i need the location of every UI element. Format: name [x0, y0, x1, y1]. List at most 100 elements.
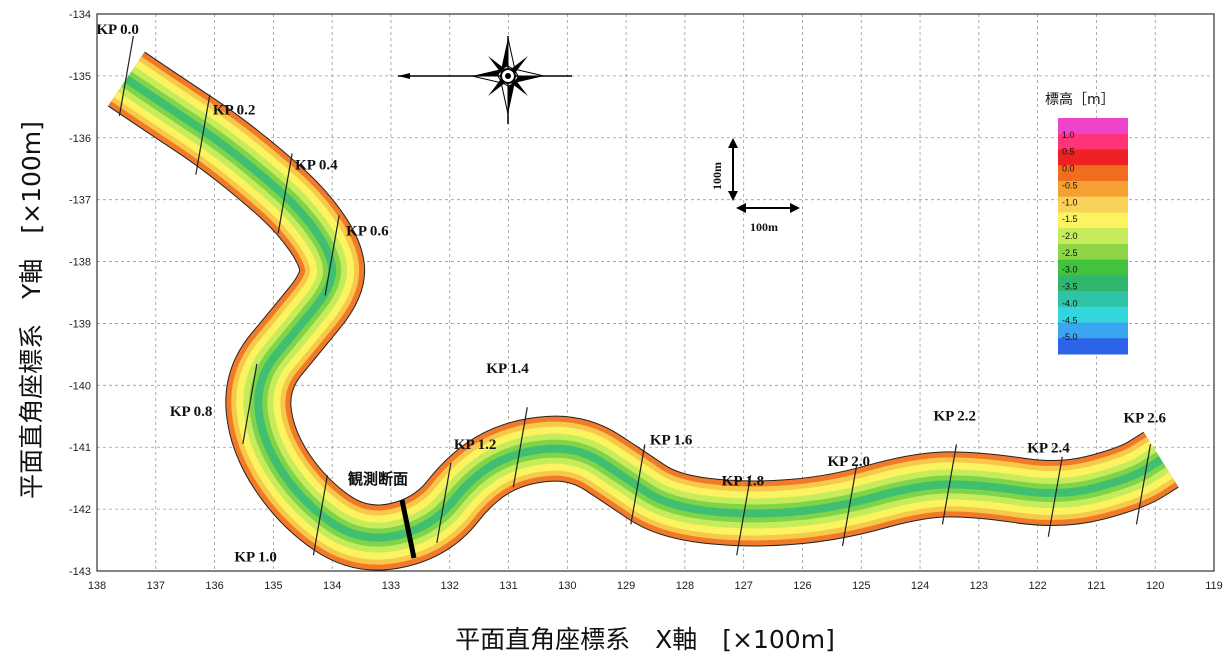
legend-level-label: -5.0: [1062, 332, 1078, 342]
y-tick-label: -138: [69, 257, 91, 269]
scale-bar-horizontal-label: 100m: [750, 220, 778, 234]
legend-color-swatch: [1058, 243, 1128, 261]
observation-section-label: 観測断面: [348, 470, 408, 488]
legend-color-swatch: [1058, 118, 1128, 135]
x-tick-label: 130: [558, 580, 576, 592]
kilometer-post-line: [512, 407, 528, 488]
kilometer-post-label: KP 1.8: [722, 473, 765, 489]
legend-level-label: 0.0: [1062, 164, 1075, 174]
y-tick-label: -136: [69, 133, 91, 145]
legend-level-label: 1.0: [1062, 130, 1075, 140]
y-tick-label: -141: [69, 442, 91, 454]
legend-color-swatch: [1058, 149, 1128, 166]
plot-frame: [96, 13, 1215, 572]
y-tick-label: -134: [69, 9, 91, 21]
kilometer-post-line: [195, 94, 211, 175]
legend-level-label: -1.0: [1062, 197, 1078, 207]
y-tick-label: -135: [69, 71, 91, 83]
legend-level-label: -4.5: [1062, 315, 1078, 325]
legend-color-swatch: [1058, 196, 1128, 213]
x-tick-label: 120: [1146, 580, 1164, 592]
scale-bar: 100m 100m: [710, 138, 800, 234]
x-tick-label: 133: [382, 580, 400, 592]
x-tick-label: 128: [676, 580, 694, 592]
legend-color-swatch: [1058, 306, 1128, 324]
x-tick-label: 136: [205, 580, 223, 592]
kilometer-post-line: [841, 465, 858, 547]
observation-section: 観測断面: [348, 470, 417, 559]
y-tick-label: -142: [69, 504, 91, 516]
x-tick-label: 138: [88, 580, 106, 592]
kilometer-post-line: [324, 215, 340, 296]
legend-color-swatch: [1058, 322, 1128, 339]
legend-title: 標高［m］: [1045, 91, 1115, 108]
x-tick-label: 123: [970, 580, 988, 592]
river-band-deep-green: [124, 75, 1164, 542]
x-tick-label: 127: [735, 580, 753, 592]
legend-level-label: -1.5: [1062, 214, 1078, 224]
legend-color-swatch: [1058, 291, 1128, 308]
kilometer-post-label: KP 0.8: [170, 404, 213, 420]
legend-color-swatch: [1058, 275, 1128, 292]
x-tick-label: 119: [1205, 580, 1223, 592]
x-tick-label: 124: [911, 580, 929, 592]
kilometer-post-line: [118, 35, 134, 116]
y-tick-label: -143: [69, 566, 91, 578]
x-tick-label: 132: [441, 580, 459, 592]
kilometer-post-line: [436, 462, 452, 544]
kilometer-post-label: KP 2.6: [1123, 410, 1166, 426]
observation-section-line: [399, 499, 417, 559]
kilometer-post-line: [630, 444, 646, 525]
kilometer-post-line: [941, 444, 958, 525]
legend-level-label: -3.0: [1062, 265, 1078, 275]
axis-tick-labels: 138 137 136 135 134 133 132 131 130 129 128 127 126 1…: [69, 9, 1223, 592]
kilometer-post-label: KP 2.4: [1027, 441, 1070, 457]
legend-color-swatch: [1058, 165, 1128, 182]
kilometer-post-line: [242, 363, 258, 445]
x-tick-label: 137: [147, 580, 165, 592]
legend-level-label: -2.5: [1062, 248, 1078, 258]
x-tick-label: 122: [1028, 580, 1046, 592]
legend-color-swatch: [1058, 133, 1128, 150]
x-tick-label: 126: [793, 580, 811, 592]
legend-level-label: -2.0: [1062, 231, 1078, 241]
kilometer-post-label: KP 0.2: [213, 103, 256, 119]
x-tick-label: 125: [852, 580, 870, 592]
kilometer-post-line: [736, 475, 752, 556]
elevation-legend: 標高［m］ 1.0 0.5 0.0 -0.5 -1.0 -1.5 -2.0 -2.5 -3.0 -…: [1045, 91, 1128, 355]
kilometer-post-label: KP 1.6: [650, 432, 693, 448]
legend-color-swatch: [1058, 338, 1128, 355]
kilometer-post-line: [312, 475, 328, 556]
x-tick-label: 131: [499, 580, 517, 592]
x-tick-label: 129: [617, 580, 635, 592]
legend-level-label: -4.0: [1062, 298, 1078, 308]
kilometer-post-label: KP 2.0: [828, 454, 871, 470]
legend-color-swatch: [1058, 180, 1128, 198]
kilometer-post-label: KP 0.4: [295, 157, 338, 173]
legend-color-swatch: [1058, 212, 1128, 229]
legend-color-swatch: [1058, 228, 1128, 245]
x-tick-label: 135: [264, 580, 282, 592]
kilometer-post-label: KP 0.6: [346, 223, 389, 239]
kilometer-post-line: [277, 153, 293, 234]
kilometer-post-label: KP 1.4: [486, 361, 529, 377]
kilometer-post-label: KP 0.0: [96, 22, 139, 38]
legend-level-label: -0.5: [1062, 180, 1078, 190]
y-tick-label: -140: [69, 380, 91, 392]
y-axis-title: 平面直角座標系 Y軸 [×100m]: [17, 121, 46, 499]
kilometer-post-label: KP 1.0: [234, 549, 277, 565]
kilometer-post-label: KP 2.2: [933, 408, 976, 424]
scale-bar-vertical-label: 100m: [710, 162, 724, 190]
legend-level-label: 0.5: [1062, 147, 1075, 157]
y-tick-label: -137: [69, 195, 91, 207]
x-axis-title: 平面直角座標系 X軸 [×100m]: [455, 625, 835, 654]
y-tick-label: -139: [69, 318, 91, 330]
kilometer-post-label: KP 1.2: [454, 437, 497, 453]
kilometer-post-line: [1047, 456, 1063, 537]
kilometer-post-line: [1135, 444, 1152, 525]
river-channel: [107, 51, 1180, 571]
kilometer-post-markers: KP 0.0 KP 0.2 KP 0.4 KP 0.6 KP 0.8 KP 1.0 KP 1…: [96, 22, 1166, 565]
legend-level-label: -3.5: [1062, 282, 1078, 292]
x-tick-label: 134: [323, 580, 341, 592]
